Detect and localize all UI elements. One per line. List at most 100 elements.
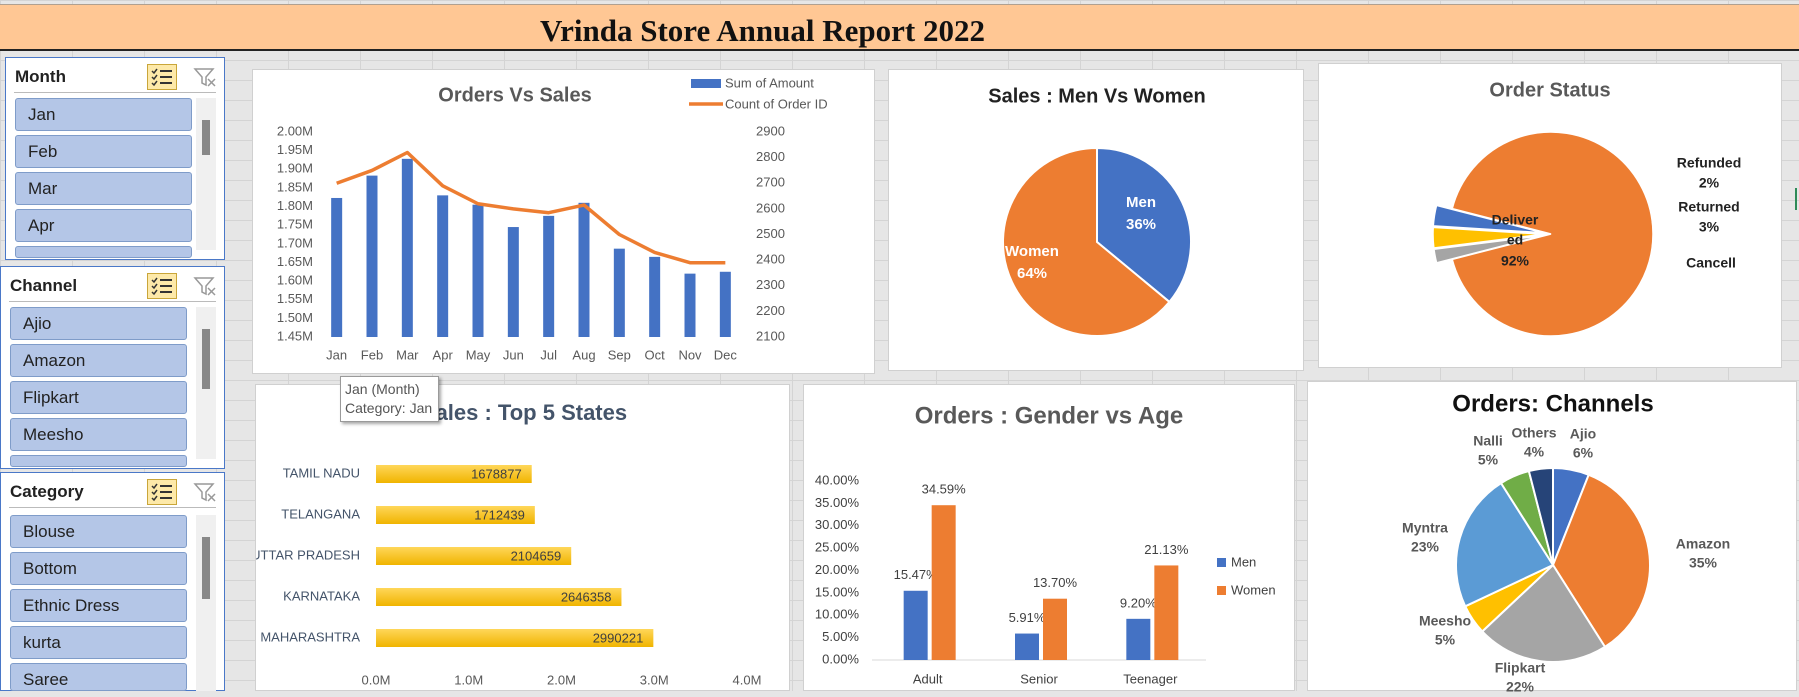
- slicer-item-blouse[interactable]: Blouse: [10, 515, 187, 548]
- slice-pct-women: 64%: [1017, 265, 1047, 282]
- y-tick-label: 40.00%: [815, 472, 860, 487]
- slice-pct-ajio: 6%: [1573, 445, 1594, 461]
- y-tick-label: 1.50M: [277, 310, 313, 325]
- scrollbar-thumb[interactable]: [202, 537, 210, 599]
- bar-feb: [366, 175, 378, 337]
- status-slice-3: [1432, 204, 1544, 234]
- legend-swatch-men: [1217, 558, 1226, 567]
- report-banner: Vrinda Store Annual Report 2022: [0, 4, 1799, 51]
- y-tick-label: 0.00%: [822, 651, 859, 666]
- slicer-scrollbar[interactable]: [196, 307, 216, 459]
- x-tick-label: 0.0M: [362, 672, 391, 687]
- y2-tick-label: 2700: [756, 175, 785, 190]
- bar-apr: [437, 195, 449, 337]
- y-tick-label: 1.45M: [277, 328, 313, 343]
- bar-men-adult: [903, 590, 928, 660]
- category-slicer[interactable]: Category Blouse Bottom Ethnic Dress kurt…: [0, 472, 225, 691]
- y-tick-label: 25.00%: [815, 540, 860, 555]
- slicer-item-partial[interactable]: [10, 455, 187, 467]
- chart-tooltip: Jan (Month) Category: Jan: [340, 376, 439, 422]
- bar-men-senior: [1015, 633, 1039, 660]
- slice-label-meesho: Meesho: [1419, 613, 1471, 629]
- slicer-item-amazon[interactable]: Amazon: [10, 344, 187, 377]
- sales-men-vs-women-panel[interactable]: Sales : Men Vs Women Men 36% Women 64%: [888, 69, 1304, 371]
- report-title: Vrinda Store Annual Report 2022: [540, 13, 985, 48]
- slicer-item-flipkart[interactable]: Flipkart: [10, 381, 187, 414]
- slicer-item-meesho[interactable]: Meesho: [10, 418, 187, 451]
- data-label: 15.47%: [894, 567, 939, 582]
- slicer-item-mar[interactable]: Mar: [15, 172, 192, 205]
- y2-tick-label: 2900: [756, 123, 785, 138]
- month-slicer[interactable]: Month Jan Feb Mar Apr: [5, 57, 225, 260]
- channel-slicer[interactable]: Channel Ajio Amazon Flipkart Meesho: [0, 266, 225, 469]
- slicer-item-apr[interactable]: Apr: [15, 209, 192, 242]
- slice-pct-delivered: 92%: [1501, 253, 1530, 269]
- data-label: 9.20%: [1120, 595, 1157, 610]
- slice-label-delivered-1: Deliver: [1492, 212, 1539, 228]
- clear-filter-icon[interactable]: [192, 479, 218, 505]
- legend-label-women: Women: [1231, 582, 1276, 597]
- slice-pct-flipkart: 22%: [1506, 679, 1535, 692]
- state-value-label: 2646358: [561, 589, 612, 604]
- bar-dec: [719, 271, 731, 337]
- slice-pct-others: 4%: [1524, 444, 1545, 460]
- x-tick-label: Mar: [396, 347, 419, 362]
- slicer-item-kurta[interactable]: kurta: [10, 626, 187, 659]
- slicer-scrollbar[interactable]: [196, 98, 216, 250]
- y-tick-label: 1.80M: [277, 198, 313, 213]
- gender-vs-age-panel[interactable]: Orders : Gender vs Age 40.00% 35.00% 30.00%…: [803, 384, 1295, 691]
- slicer-title: Category: [10, 482, 84, 501]
- status-slice-1: [1433, 234, 1544, 264]
- orders-channels-panel[interactable]: Orders: Channels Ajio 6% Amazon 35% Flipkart 2…: [1307, 381, 1797, 695]
- chart-title: Order Status: [1489, 79, 1610, 101]
- bar-aug: [578, 202, 590, 337]
- chart-title: Orders : Gender vs Age: [915, 402, 1184, 429]
- bar-mar: [401, 158, 413, 337]
- bar-women-adult: [931, 505, 956, 660]
- x-tick-label: Dec: [714, 347, 738, 362]
- slice-pct-myntra: 23%: [1411, 539, 1440, 555]
- channel-slice-4: [1455, 481, 1555, 608]
- state-bar: [376, 588, 622, 606]
- bar-jul: [543, 215, 555, 337]
- slice-label-men: Men: [1126, 194, 1156, 211]
- slicer-scrollbar[interactable]: [196, 515, 216, 691]
- y-tick-label: 30.00%: [815, 517, 860, 532]
- slice-label-myntra: Myntra: [1402, 520, 1448, 536]
- y2-tick-label: 2800: [756, 149, 785, 164]
- slicer-item-ethnic-dress[interactable]: Ethnic Dress: [10, 589, 187, 622]
- scrollbar-thumb[interactable]: [202, 329, 210, 389]
- y-tick-label: 1.85M: [277, 179, 313, 194]
- scrollbar-thumb[interactable]: [202, 120, 210, 155]
- multi-select-icon[interactable]: [147, 64, 177, 90]
- y-tick-label: 1.70M: [277, 235, 313, 250]
- y2-tick-label: 2100: [756, 328, 785, 343]
- state-label: TELANGANA: [281, 506, 360, 521]
- slicer-item-bottom[interactable]: Bottom: [10, 552, 187, 585]
- slicer-item-jan[interactable]: Jan: [15, 98, 192, 131]
- slicer-divider: [9, 301, 216, 302]
- slicer-item-ajio[interactable]: Ajio: [10, 307, 187, 340]
- channel-slice-6: [1527, 466, 1554, 566]
- chart-title: Orders: Channels: [1452, 390, 1653, 417]
- y-tick-label: 2.00M: [277, 123, 313, 138]
- orders-vs-sales-panel[interactable]: Orders Vs Sales 2.00M 1.95M 1.90M 1.85M 1.80M…: [252, 69, 875, 374]
- multi-select-icon[interactable]: [147, 273, 177, 299]
- y-tick-label: 20.00%: [815, 562, 860, 577]
- gender-slice-0: [1096, 146, 1192, 304]
- top-5-states-panel[interactable]: Sales : Top 5 States 0.0M 1.0M 2.0M 3.0M 4.0M…: [251, 384, 790, 691]
- clear-filter-icon[interactable]: [192, 273, 218, 299]
- clear-filter-icon[interactable]: [192, 64, 218, 90]
- channel-slice-1: [1551, 473, 1651, 649]
- gender-age-bar-chart: Orders : Gender vs Age 40.00% 35.00% 30.00%…: [815, 402, 1276, 686]
- x-tick-label: Jan: [326, 347, 347, 362]
- slicer-item-saree[interactable]: Saree: [10, 663, 187, 691]
- slicer-item-partial[interactable]: [15, 246, 192, 258]
- order-status-pie-chart: Order Status Deliver ed 92% Refunded 2% Return…: [1432, 79, 1741, 337]
- multi-select-icon[interactable]: [147, 479, 177, 505]
- slicer-item-feb[interactable]: Feb: [15, 135, 192, 168]
- order-status-panel[interactable]: Order Status Deliver ed 92% Refunded 2% Return…: [1318, 63, 1782, 368]
- legend-label-men: Men: [1231, 554, 1256, 569]
- bar-sep: [613, 248, 625, 337]
- legend-swatch-women: [1217, 586, 1226, 595]
